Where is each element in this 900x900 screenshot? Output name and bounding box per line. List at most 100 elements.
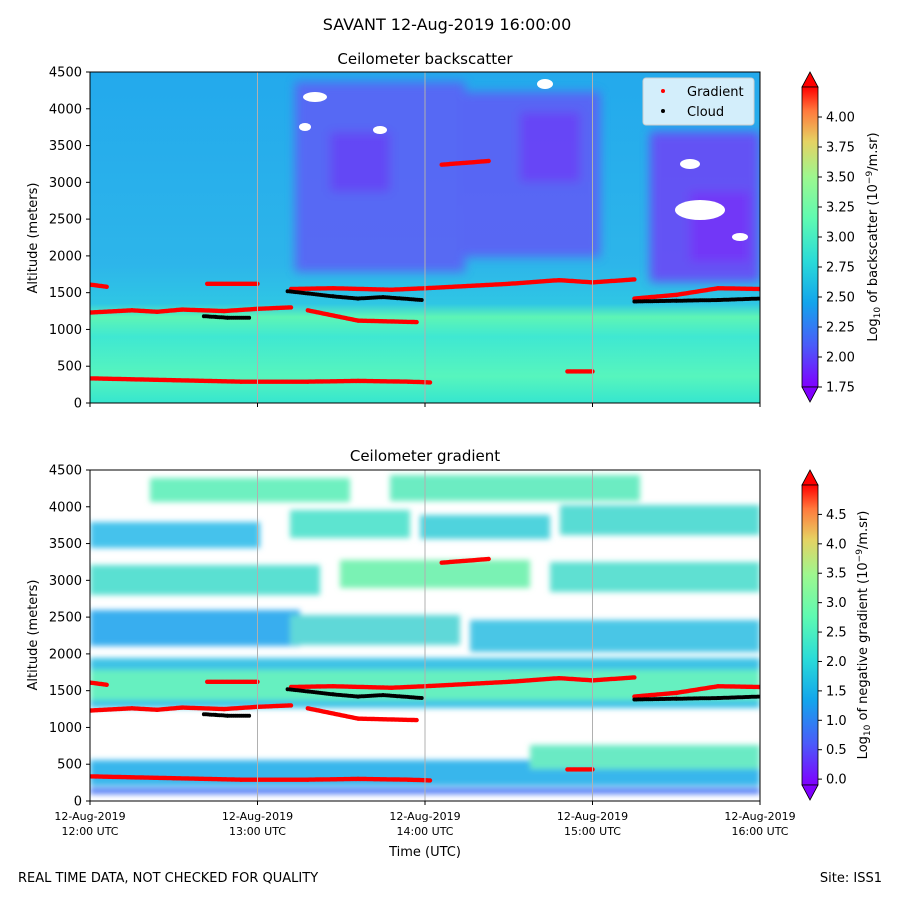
gradient-point [414,319,419,325]
y-tick-label: 500 [57,758,82,773]
x-tick-time: 15:00 UTC [564,825,621,838]
colorbar-extend-bottom [801,784,819,801]
gradient-band [290,510,410,538]
colorbar-tick-label: 3.00 [826,231,855,246]
backscatter-x-ticks [89,403,761,407]
backscatter-plot-area [90,72,760,403]
colorbar-extend-top [801,71,819,88]
missing-patch [537,79,553,89]
colorbar-tick-label: 2.25 [826,321,855,336]
gradient-x-axis: 12-Aug-2019 12:00 UTC 12-Aug-2019 13:00 UTC… [54,801,796,838]
colorbar-tick-label: 1.75 [826,381,855,396]
gradient-cloud-series [201,687,760,718]
missing-patch [680,159,700,169]
figure-title: SAVANT 12-Aug-2019 16:00:00 [323,15,572,34]
legend-cloud-label: Cloud [687,105,724,120]
y-tick-label: 4500 [49,66,82,81]
colorbar-tick-label: 3.0 [826,596,847,611]
x-tick-date: 12-Aug-2019 [724,810,795,823]
colorbar-tick-label: 0.5 [826,743,847,758]
x-tick-time: 13:00 UTC [229,825,286,838]
y-tick-label: 1000 [49,721,82,736]
gradient-band [530,745,760,769]
y-tick-label: 1500 [49,684,82,699]
y-tick-label: 4000 [49,102,82,117]
gradient-y-axis: 0 500 1000 1500 2000 2500 3000 3500 4000 4500 [49,464,90,810]
colorbar-tick-label: 2.0 [826,655,847,670]
backscatter-cloud-series [201,289,760,320]
colorbar-extend-bottom [801,386,819,403]
missing-data-patches [299,79,748,241]
backscatter-colorbar-label: Log10 of backscatter (10−9/m.sr) [865,132,883,341]
colorbar-tick-label: 4.00 [826,111,855,126]
legend-cloud-marker [661,109,665,113]
site-label: Site: ISS1 [820,871,882,886]
y-tick-label: 4000 [49,500,82,515]
y-tick-label: 2500 [49,611,82,626]
colorbar-tick-label: 3.75 [826,141,855,156]
gradient-point [288,703,294,708]
gradient-point [104,284,109,289]
gradient-point [288,305,294,310]
colorbar-tick-label: 3.50 [826,171,855,186]
x-tick-date: 12-Aug-2019 [557,810,628,823]
legend-box [642,77,755,126]
y-tick-label: 2000 [49,249,82,264]
gradient-colorbar: 0.0 0.5 1.0 1.5 2.0 2.5 3.0 3.5 4.0 4.5 Log10 of … [801,469,873,801]
x-tick-time: 16:00 UTC [731,825,788,838]
low-region [330,132,390,192]
cloud-point [419,696,424,700]
colorbar-tick-label: 2.75 [826,261,855,276]
y-tick-label: 3000 [49,574,82,589]
colorbar-tick-label: 0.0 [826,773,847,788]
y-tick-label: 0 [74,397,82,412]
gradient-point [632,277,637,282]
low-backscatter-regions [295,82,760,282]
y-tick-label: 4500 [49,464,82,479]
gradient-y-label: Altitude (meters) [26,580,41,691]
gradient-band [470,620,760,652]
gradient-band [420,515,550,539]
x-tick-date: 12-Aug-2019 [389,810,460,823]
missing-patch [675,200,725,220]
gradient-point [757,684,760,690]
gradient-point [757,286,760,292]
y-tick-label: 0 [74,795,82,810]
gradient-band [390,475,640,501]
y-tick-label: 1500 [49,286,82,301]
colorbar-tick-label: 1.5 [826,684,847,699]
colorbar-tick-label: 4.5 [826,508,847,523]
colorbar-extend-top [801,469,819,486]
gradient-panel: Ceilometer gradient [26,447,873,860]
x-tick-time: 14:00 UTC [396,825,453,838]
backscatter-colorbar: 1.75 2.00 2.25 2.50 2.75 3.00 3.25 3.50 3.75 4.00… [801,71,883,403]
gradient-band [150,478,350,502]
colorbar-body [801,484,819,786]
gradient-colorbar-label: Log10 of negative gradient (10−9/m.sr) [855,511,873,760]
x-tick-time: 12:00 UTC [61,825,118,838]
gradient-band [340,560,530,588]
cloud-point [247,713,252,718]
gradient-point [427,380,433,385]
y-tick-label: 3000 [49,176,82,191]
gradient-point [486,556,491,562]
gradient-title: Ceilometer gradient [350,447,500,465]
backscatter-panel: Ceilometer backscatter [26,50,883,412]
gradient-band [290,615,460,645]
colorbar-tick-label: 1.0 [826,714,847,729]
gradient-band [90,610,300,646]
colorbar-tick-label: 4.0 [826,537,847,552]
low-region [520,112,580,182]
gradient-band [90,522,260,548]
legend: Gradient Cloud [642,77,755,126]
backscatter-title: Ceilometer backscatter [337,50,513,68]
backscatter-y-label: Altitude (meters) [26,183,41,294]
gradient-point [414,717,419,723]
gradient-gradient-series [90,556,760,783]
colorbar-tick-label: 2.50 [826,291,855,306]
y-tick-label: 3500 [49,537,82,552]
y-tick-label: 2000 [49,647,82,662]
gradient-point [632,675,637,680]
x-axis-label: Time (UTC) [388,845,461,860]
